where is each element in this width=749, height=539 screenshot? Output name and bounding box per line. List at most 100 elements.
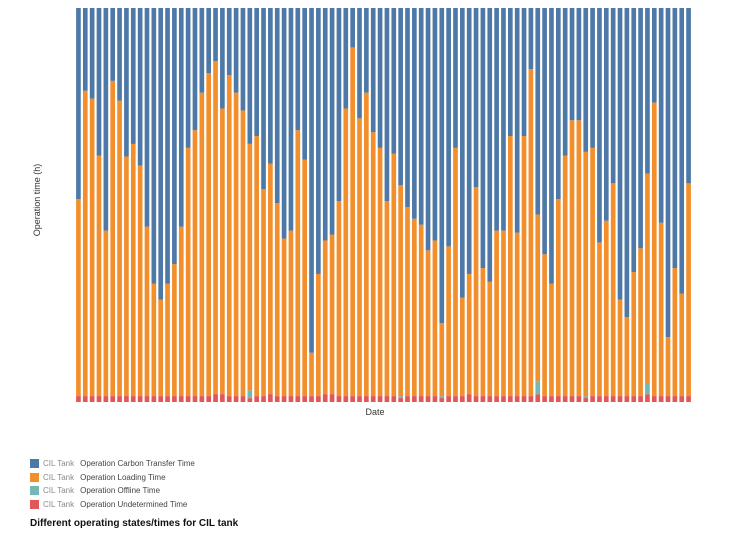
bar-segment-undetermined[interactable] — [583, 398, 589, 402]
bar-segment-loading[interactable] — [357, 118, 362, 397]
bar-segment-undetermined[interactable] — [178, 396, 184, 402]
bar-segment-carbon-transfer[interactable] — [562, 8, 568, 156]
bar-segment-undetermined[interactable] — [521, 396, 527, 402]
bar-segment-loading[interactable] — [631, 271, 637, 397]
bar-segment-loading[interactable] — [466, 273, 472, 395]
bar-segment-carbon-transfer[interactable] — [261, 8, 266, 190]
bar-segment-loading[interactable] — [165, 283, 170, 397]
bar-segment-loading[interactable] — [405, 206, 410, 397]
bar-segment-carbon-transfer[interactable] — [665, 8, 671, 337]
bar-segment-undetermined[interactable] — [206, 396, 212, 402]
bar-segment-carbon-transfer[interactable] — [322, 8, 328, 241]
bar-segment-carbon-transfer[interactable] — [658, 8, 664, 223]
bar-segment-undetermined[interactable] — [617, 396, 623, 402]
bar-segment-loading[interactable] — [124, 156, 129, 397]
bar-segment-carbon-transfer[interactable] — [178, 8, 184, 227]
bar-segment-undetermined[interactable] — [576, 396, 582, 402]
bar-segment-carbon-transfer[interactable] — [96, 8, 102, 156]
bar-segment-undetermined[interactable] — [494, 396, 499, 402]
bar-segment-loading[interactable] — [651, 102, 657, 397]
bar-segment-carbon-transfer[interactable] — [124, 8, 129, 157]
bar-segment-loading[interactable] — [418, 224, 424, 397]
bar-segment-carbon-transfer[interactable] — [82, 8, 88, 91]
bar-segment-undetermined[interactable] — [514, 396, 520, 402]
bar-segment-undetermined[interactable] — [377, 396, 383, 402]
bar-segment-carbon-transfer[interactable] — [151, 8, 157, 284]
bar-segment-undetermined[interactable] — [508, 396, 513, 402]
bar-segment-undetermined[interactable] — [350, 396, 355, 402]
bar-segment-offline[interactable] — [247, 390, 253, 399]
bar-segment-undetermined[interactable] — [665, 396, 671, 402]
bar-segment-undetermined[interactable] — [672, 396, 678, 402]
bar-segment-loading[interactable] — [192, 130, 198, 397]
bar-segment-loading[interactable] — [672, 268, 678, 397]
bar-segment-carbon-transfer[interactable] — [185, 8, 191, 148]
bar-segment-carbon-transfer[interactable] — [405, 8, 410, 207]
bar-segment-loading[interactable] — [412, 218, 417, 397]
bar-segment-undetermined[interactable] — [446, 396, 451, 402]
bar-segment-undetermined[interactable] — [89, 396, 95, 402]
bar-segment-loading[interactable] — [240, 110, 246, 397]
bar-segment-undetermined[interactable] — [439, 398, 445, 402]
bar-segment-loading[interactable] — [453, 147, 458, 397]
bar-segment-carbon-transfer[interactable] — [144, 8, 150, 227]
bar-segment-undetermined[interactable] — [364, 396, 369, 402]
bar-segment-loading[interactable] — [501, 230, 506, 397]
bar-segment-offline[interactable] — [583, 396, 589, 399]
bar-segment-undetermined[interactable] — [233, 396, 239, 402]
bar-segment-undetermined[interactable] — [569, 396, 575, 402]
bar-segment-loading[interactable] — [206, 73, 212, 397]
bar-segment-loading[interactable] — [617, 299, 623, 397]
bar-segment-undetermined[interactable] — [405, 396, 410, 402]
bar-segment-carbon-transfer[interactable] — [514, 8, 520, 233]
bar-segment-carbon-transfer[interactable] — [432, 8, 438, 241]
bar-segment-undetermined[interactable] — [281, 396, 287, 402]
bar-segment-offline[interactable] — [439, 396, 445, 399]
bar-segment-carbon-transfer[interactable] — [377, 8, 383, 148]
bar-segment-loading[interactable] — [110, 80, 116, 397]
bar-segment-undetermined[interactable] — [158, 396, 164, 402]
bar-segment-undetermined[interactable] — [240, 396, 246, 402]
bar-segment-loading[interactable] — [364, 92, 369, 397]
bar-segment-carbon-transfer[interactable] — [268, 8, 273, 164]
bar-segment-carbon-transfer[interactable] — [439, 8, 445, 324]
bar-segment-loading[interactable] — [185, 147, 191, 397]
bar-segment-carbon-transfer[interactable] — [679, 8, 685, 294]
bar-segment-loading[interactable] — [535, 214, 541, 382]
bar-segment-loading[interactable] — [96, 155, 102, 397]
bar-segment-carbon-transfer[interactable] — [165, 8, 170, 284]
bar-segment-undetermined[interactable] — [110, 396, 116, 402]
bar-segment-loading[interactable] — [665, 336, 671, 397]
bar-segment-loading[interactable] — [178, 226, 184, 397]
bar-segment-loading[interactable] — [274, 203, 280, 397]
bar-segment-carbon-transfer[interactable] — [528, 8, 534, 70]
bar-segment-undetermined[interactable] — [501, 396, 506, 402]
bar-segment-loading[interactable] — [576, 120, 582, 397]
bar-segment-loading[interactable] — [425, 250, 431, 397]
bar-segment-loading[interactable] — [514, 232, 520, 397]
bar-segment-carbon-transfer[interactable] — [391, 8, 397, 154]
bar-segment-undetermined[interactable] — [425, 396, 431, 402]
legend-item-loading[interactable]: CIL Tank Operation Loading Time — [30, 471, 195, 485]
bar-segment-undetermined[interactable] — [82, 396, 88, 402]
bar-segment-loading[interactable] — [508, 136, 513, 397]
bar-segment-carbon-transfer[interactable] — [172, 8, 177, 265]
bar-segment-undetermined[interactable] — [343, 396, 349, 402]
bar-segment-loading[interactable] — [247, 143, 253, 391]
bar-segment-loading[interactable] — [686, 183, 691, 397]
bar-segment-undetermined[interactable] — [309, 396, 314, 402]
bar-segment-carbon-transfer[interactable] — [254, 8, 259, 137]
bar-segment-loading[interactable] — [343, 108, 349, 397]
legend-item-undetermined[interactable]: CIL Tank Operation Undetermined Time — [30, 498, 195, 512]
bar-segment-undetermined[interactable] — [261, 396, 266, 402]
bar-segment-undetermined[interactable] — [137, 396, 143, 402]
bar-segment-undetermined[interactable] — [555, 396, 561, 402]
bar-segment-loading[interactable] — [295, 130, 301, 397]
bar-segment-loading[interactable] — [569, 120, 575, 397]
bar-segment-offline[interactable] — [645, 382, 650, 395]
bar-segment-loading[interactable] — [350, 47, 355, 397]
bar-segment-undetermined[interactable] — [384, 396, 390, 402]
bar-segment-undetermined[interactable] — [357, 396, 362, 402]
bar-segment-carbon-transfer[interactable] — [645, 8, 650, 174]
bar-segment-carbon-transfer[interactable] — [130, 8, 136, 144]
